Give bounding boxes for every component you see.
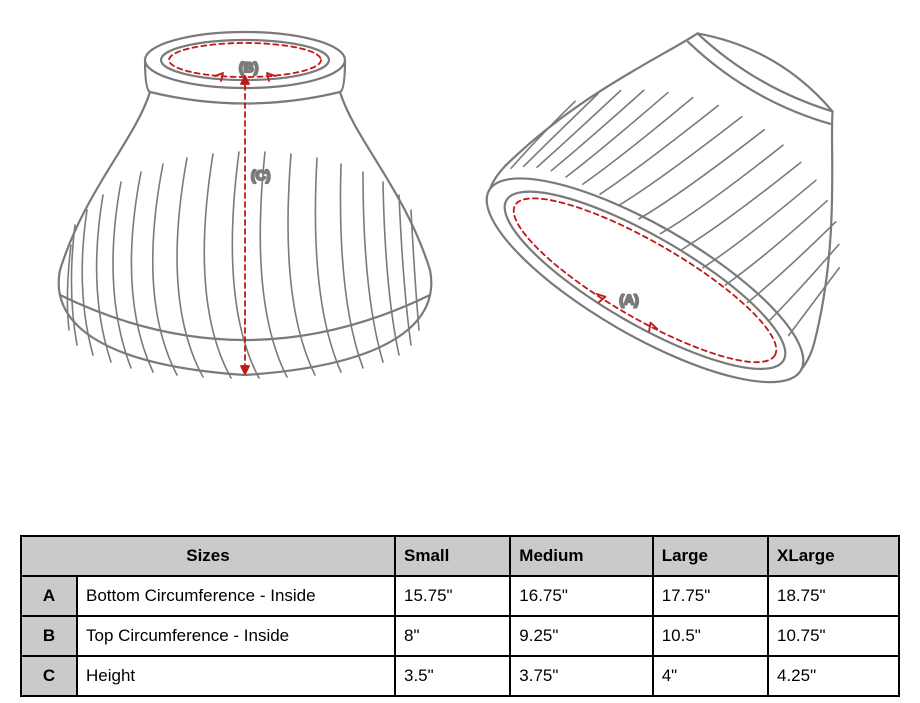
label-A: (A) xyxy=(619,292,638,308)
label-B: (B) xyxy=(239,59,258,75)
row-letter: B xyxy=(21,616,77,656)
table-header-row: Sizes Small Medium Large XLarge xyxy=(21,536,899,576)
cell: 18.75" xyxy=(768,576,899,616)
col-small: Small xyxy=(395,536,510,576)
size-table: Sizes Small Medium Large XLarge A Bottom… xyxy=(20,535,900,697)
row-label: Bottom Circumference - Inside xyxy=(77,576,395,616)
cell: 9.25" xyxy=(510,616,652,656)
table-row: C Height 3.5" 3.75" 4" 4.25" xyxy=(21,656,899,696)
col-large: Large xyxy=(653,536,768,576)
row-letter: A xyxy=(21,576,77,616)
col-medium: Medium xyxy=(510,536,652,576)
left-boot: (B) (C) xyxy=(59,32,432,378)
cell: 16.75" xyxy=(510,576,652,616)
row-label: Height xyxy=(77,656,395,696)
table-row: B Top Circumference - Inside 8" 9.25" 10… xyxy=(21,616,899,656)
cell: 4" xyxy=(653,656,768,696)
cell: 4.25" xyxy=(768,656,899,696)
cell: 8" xyxy=(395,616,510,656)
cell: 10.75" xyxy=(768,616,899,656)
row-letter: C xyxy=(21,656,77,696)
cell: 10.5" xyxy=(653,616,768,656)
cell: 15.75" xyxy=(395,576,510,616)
table-row: A Bottom Circumference - Inside 15.75" 1… xyxy=(21,576,899,616)
row-label: Top Circumference - Inside xyxy=(77,616,395,656)
cell: 3.5" xyxy=(395,656,510,696)
bell-boot-diagram: (B) (C) xyxy=(0,0,920,520)
right-boot: (A) xyxy=(461,0,920,418)
col-sizes: Sizes xyxy=(21,536,395,576)
col-xlarge: XLarge xyxy=(768,536,899,576)
cell: 3.75" xyxy=(510,656,652,696)
canvas: (B) (C) xyxy=(0,0,920,703)
cell: 17.75" xyxy=(653,576,768,616)
label-C: (C) xyxy=(251,167,270,183)
